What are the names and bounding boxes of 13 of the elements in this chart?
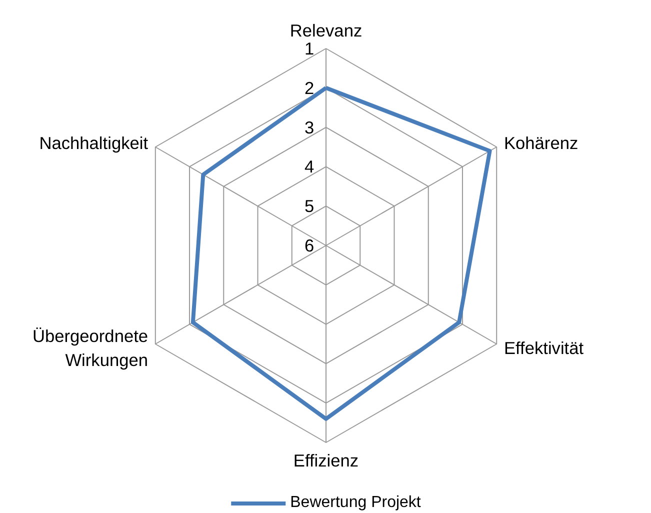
y-tick-label: 3 [304,117,314,138]
spoke-label: Effizienz [293,450,359,470]
legend-label: Bewertung Projekt [290,494,421,512]
y-tick-label: 1 [304,38,314,58]
spoke-label: Übergeordnete Wirkungen [32,326,148,370]
spoke-label: Nachhaltigkeit [39,133,148,154]
spoke-label: Effektivität [504,338,584,358]
y-tick-label: 2 [304,78,314,98]
y-tick-label: 5 [304,196,314,216]
spoke-label: Relevanz [290,20,362,41]
spoke-label: Kohärenz [504,133,578,154]
y-tick-label: 4 [304,156,315,177]
y-tick-label: 6 [304,236,314,256]
